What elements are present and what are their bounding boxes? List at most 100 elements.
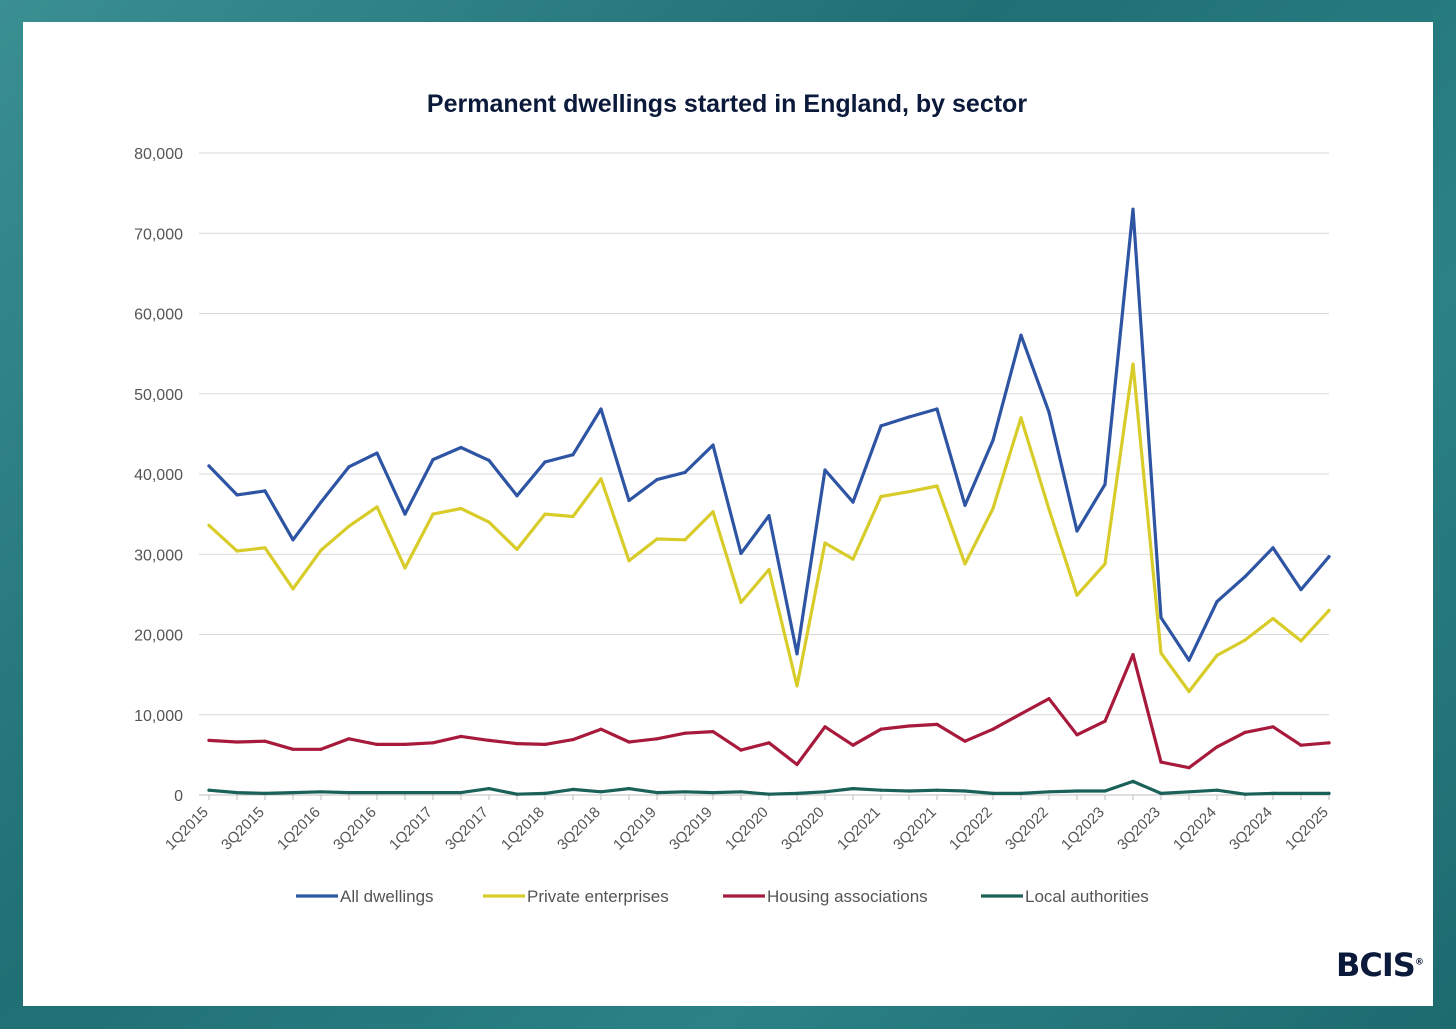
series-line-housing-associations bbox=[207, 652, 1331, 770]
data-point bbox=[963, 503, 967, 507]
x-tick-label: 1Q2021 bbox=[834, 804, 884, 854]
data-point bbox=[851, 787, 855, 791]
y-tick-label: 70,000 bbox=[134, 226, 183, 243]
data-point bbox=[935, 484, 939, 488]
series-line-private-enterprises bbox=[207, 362, 1331, 694]
data-point bbox=[767, 741, 771, 745]
data-point bbox=[1047, 410, 1051, 414]
data-point bbox=[207, 464, 211, 468]
data-point bbox=[571, 738, 575, 742]
data-point bbox=[1131, 207, 1135, 211]
x-tick-label: 1Q2016 bbox=[274, 804, 324, 854]
data-point bbox=[599, 790, 603, 794]
y-tick-label: 10,000 bbox=[134, 708, 183, 725]
data-point bbox=[375, 742, 379, 747]
x-tick-label: 3Q2023 bbox=[1114, 804, 1164, 854]
x-tick-label: 3Q2020 bbox=[778, 804, 828, 854]
data-point bbox=[375, 791, 379, 795]
data-point bbox=[515, 494, 519, 498]
data-point bbox=[935, 722, 939, 727]
data-point bbox=[1075, 529, 1079, 533]
data-point bbox=[627, 740, 631, 744]
data-point bbox=[767, 514, 771, 518]
data-point bbox=[767, 792, 771, 796]
data-point bbox=[823, 725, 827, 729]
data-point bbox=[291, 587, 295, 591]
data-point bbox=[1327, 741, 1331, 745]
data-point bbox=[1243, 575, 1247, 579]
data-point bbox=[627, 498, 631, 503]
data-point bbox=[431, 458, 435, 462]
x-tick-label: 1Q2022 bbox=[946, 804, 996, 854]
data-point bbox=[879, 727, 883, 731]
data-point bbox=[263, 791, 267, 796]
data-point bbox=[375, 451, 379, 455]
legend-label: Housing associations bbox=[767, 887, 928, 906]
data-point bbox=[1187, 689, 1191, 694]
data-point bbox=[263, 739, 267, 743]
data-point bbox=[1159, 616, 1163, 620]
x-tick-label: 3Q2021 bbox=[890, 804, 940, 854]
data-point bbox=[599, 407, 603, 411]
x-tick-label: 3Q2024 bbox=[1226, 804, 1276, 854]
data-point bbox=[543, 512, 547, 516]
data-point bbox=[515, 792, 519, 796]
data-point bbox=[1187, 658, 1191, 662]
data-point bbox=[879, 424, 883, 428]
x-tick-label: 3Q2017 bbox=[442, 804, 492, 854]
data-point bbox=[543, 791, 547, 796]
data-point bbox=[291, 747, 295, 751]
data-point bbox=[1019, 333, 1023, 337]
data-point bbox=[879, 494, 883, 499]
data-point bbox=[1271, 791, 1275, 796]
x-tick-label: 1Q2025 bbox=[1282, 804, 1332, 854]
bcis-logo: BCIS® bbox=[1336, 946, 1424, 984]
data-point bbox=[683, 731, 687, 735]
line-chart: Permanent dwellings started in England, … bbox=[134, 90, 1332, 906]
data-point bbox=[1103, 562, 1107, 566]
data-point bbox=[991, 506, 995, 511]
data-point bbox=[1327, 608, 1331, 613]
data-point bbox=[1159, 651, 1163, 655]
data-point bbox=[683, 470, 687, 474]
data-point bbox=[627, 559, 631, 563]
data-point bbox=[487, 738, 491, 743]
y-tick-label: 30,000 bbox=[134, 547, 183, 564]
data-point bbox=[1075, 593, 1079, 597]
data-point bbox=[347, 791, 351, 795]
data-point bbox=[739, 790, 743, 794]
x-tick-label: 1Q2020 bbox=[722, 804, 772, 854]
logo-registered-mark: ® bbox=[1414, 957, 1424, 968]
data-point bbox=[1271, 616, 1275, 621]
data-point bbox=[263, 489, 267, 493]
data-point bbox=[795, 762, 799, 767]
x-tick-label: 1Q2015 bbox=[162, 804, 212, 854]
data-point bbox=[1299, 791, 1303, 796]
y-tick-label: 0 bbox=[174, 788, 183, 805]
data-point bbox=[1271, 546, 1275, 550]
chart-card: Permanent dwellings started in England, … bbox=[23, 22, 1433, 1006]
data-point bbox=[1047, 790, 1051, 794]
data-point bbox=[571, 514, 575, 519]
data-point bbox=[347, 524, 351, 528]
data-point bbox=[1299, 743, 1303, 747]
data-point bbox=[319, 790, 323, 794]
y-axis: 0 10,000 20,000 30,000 40,000 50,000 60,000 70,… bbox=[134, 146, 183, 805]
data-point bbox=[739, 551, 743, 556]
data-point bbox=[1047, 697, 1051, 701]
data-point bbox=[1019, 712, 1023, 716]
data-point bbox=[851, 557, 855, 561]
y-tick-label: 50,000 bbox=[134, 387, 183, 404]
data-point bbox=[851, 743, 855, 747]
data-point bbox=[963, 739, 967, 743]
data-point bbox=[319, 548, 323, 552]
data-point bbox=[515, 742, 519, 746]
data-point bbox=[711, 791, 715, 795]
data-point bbox=[739, 748, 743, 752]
data-point bbox=[515, 547, 519, 552]
data-point bbox=[655, 737, 659, 741]
x-tick-label: 3Q2022 bbox=[1002, 804, 1052, 854]
data-point bbox=[431, 741, 435, 745]
data-point bbox=[207, 788, 211, 792]
data-point bbox=[907, 724, 911, 728]
